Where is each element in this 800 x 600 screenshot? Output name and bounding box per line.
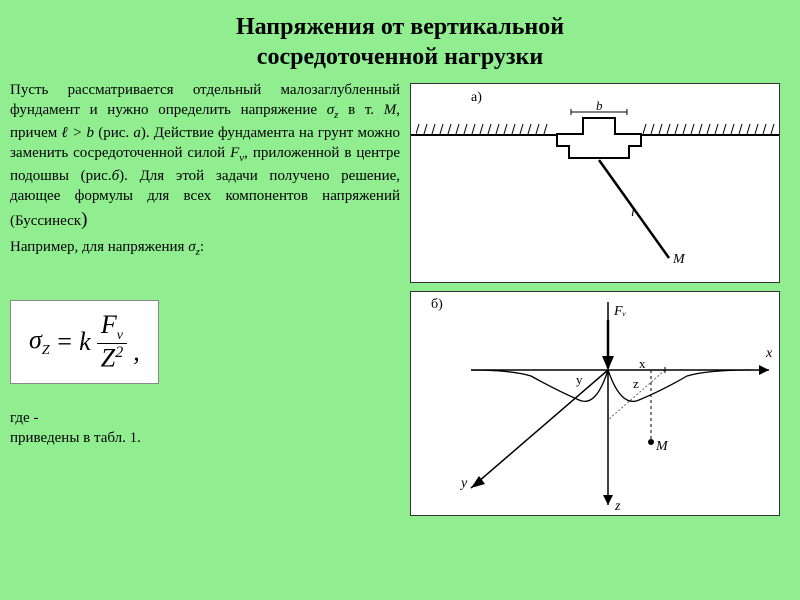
label-y-small: y <box>576 372 583 388</box>
formula: σZ = k Fv Z2 , <box>29 311 140 374</box>
diagram-a: a) b <box>410 83 780 283</box>
label-m2: M <box>656 439 668 455</box>
label-z-small: z <box>633 376 639 392</box>
formula-box: σZ = k Fv Z2 , <box>10 300 159 385</box>
surface-hatching-left <box>416 124 554 134</box>
surface-hatching-right <box>643 124 778 134</box>
paragraph-2: Например, для напряжения σz: <box>10 238 400 259</box>
foundation-icon <box>551 106 647 166</box>
label-a: a) <box>471 90 482 106</box>
right-column: a) b <box>410 80 790 516</box>
label-l: l <box>631 204 635 220</box>
content-row: Пусть рассматривается отдельный малозагл… <box>0 80 800 516</box>
label-y-axis: y <box>461 476 467 492</box>
label-x-axis: x <box>766 346 772 362</box>
label-m: М <box>673 252 685 268</box>
paragraph-1: Пусть рассматривается отдельный малозагл… <box>10 80 400 232</box>
page-title: Напряжения от вертикальной сосредоточенн… <box>0 0 800 80</box>
left-column: Пусть рассматривается отдельный малозагл… <box>10 80 410 516</box>
label-x-small: x <box>639 356 646 372</box>
diagram-b: б) Fᵥ <box>410 291 780 516</box>
label-z-axis: z <box>615 499 620 515</box>
paragraph-3: где - приведены в табл. 1. <box>10 409 400 448</box>
